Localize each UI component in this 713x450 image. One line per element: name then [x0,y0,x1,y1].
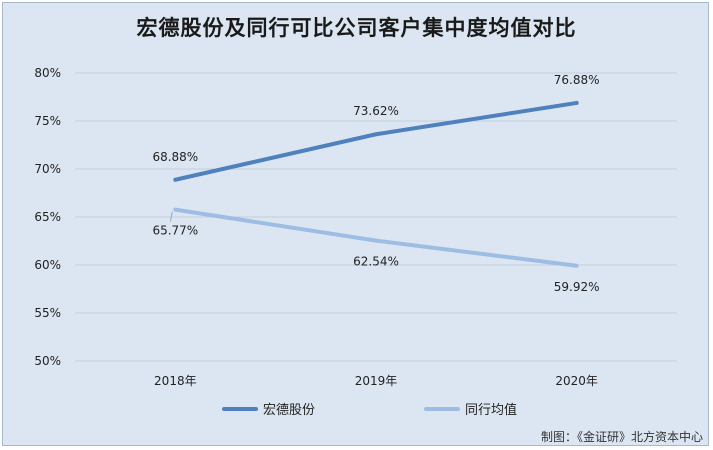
series-line-peer-average [173,207,579,268]
data-label: 62.54% [353,255,399,269]
leader-line [169,211,173,222]
y-tick-label: 70% [34,162,61,176]
legend-label: 同行均值 [465,402,517,418]
y-tick-label: 65% [34,210,61,224]
chart-title: 宏德股份及同行可比公司客户集中度均值对比 [136,16,577,40]
y-tick-label: 60% [34,258,61,272]
data-label: 65.77% [152,224,198,238]
x-tick-label: 2019年 [355,374,398,388]
data-label: 68.88% [152,150,198,164]
y-tick-label: 80% [34,66,61,80]
data-label: 73.62% [353,104,399,118]
x-tick-label: 2020年 [555,374,598,388]
data-label: 76.88% [554,73,600,87]
y-tick-label: 50% [34,354,61,368]
x-tick-label: 2018年 [154,374,197,388]
data-label: 59.92% [554,280,600,294]
chart-frame [2,2,709,446]
series-line-hongde [173,100,579,182]
source-credit: 制图：《金证研》北方资本中心 [540,430,703,444]
y-tick-label: 75% [34,114,61,128]
y-tick-label: 55% [34,306,61,320]
legend-label: 宏德股份 [263,403,315,418]
